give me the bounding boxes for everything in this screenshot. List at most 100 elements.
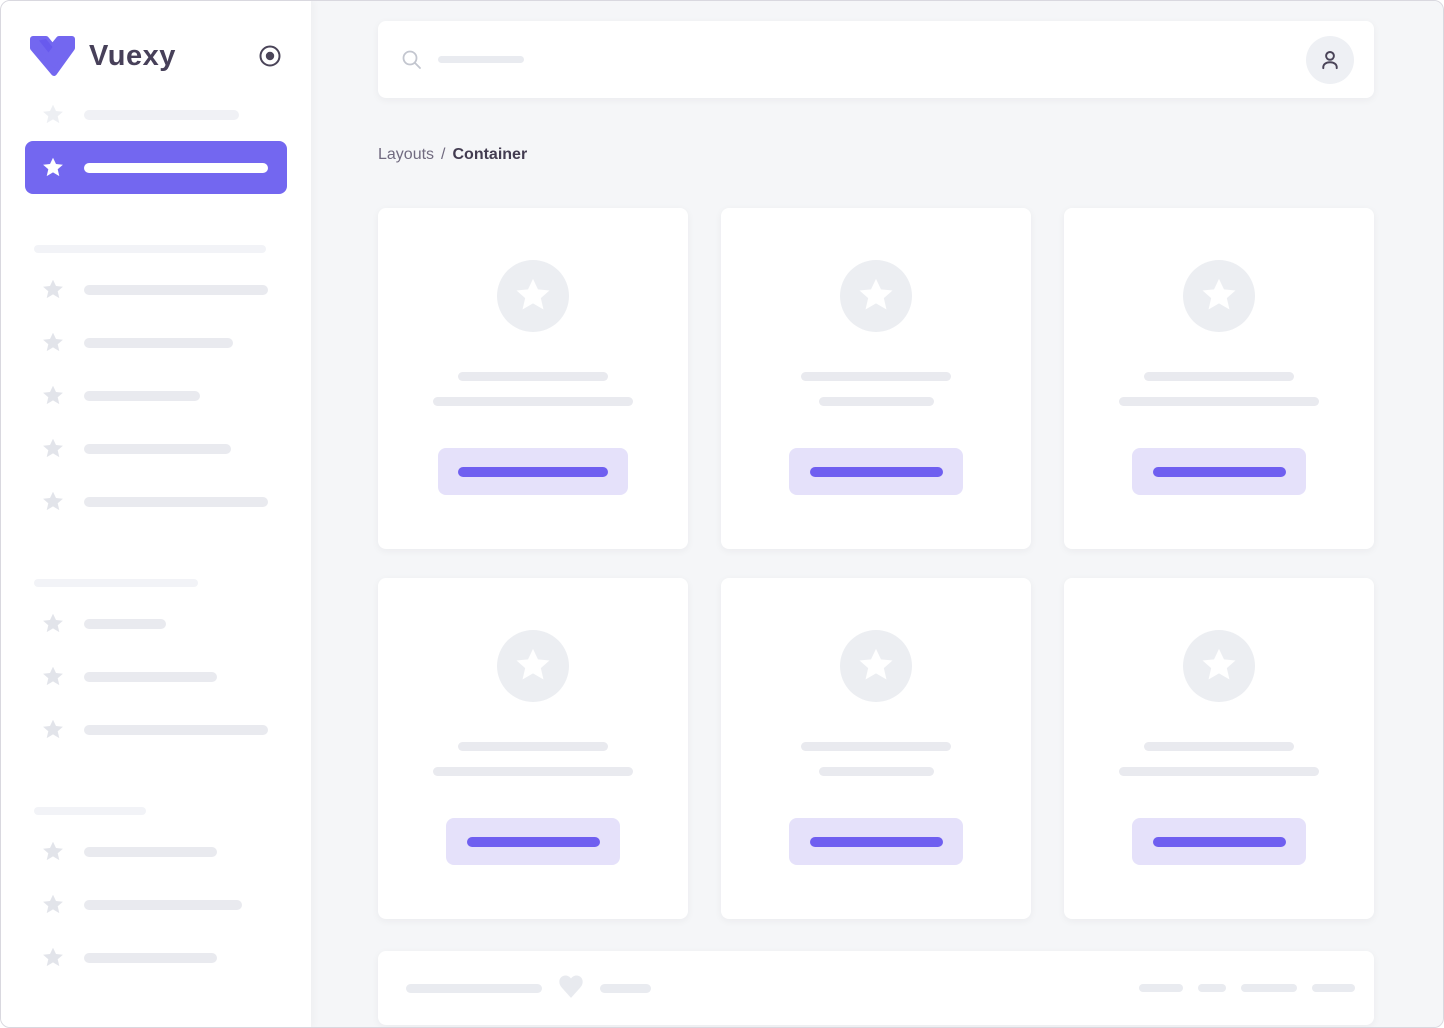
sidebar-item[interactable] xyxy=(25,263,287,316)
brand[interactable]: Vuexy xyxy=(29,35,176,77)
card-title-skeleton xyxy=(1144,372,1294,381)
button-label-skeleton xyxy=(466,836,600,847)
star-icon xyxy=(41,946,65,970)
card-subtitle-skeleton xyxy=(1119,767,1319,776)
star-avatar xyxy=(1183,630,1255,702)
button-label-skeleton xyxy=(809,836,943,847)
footer-card xyxy=(378,951,1374,1025)
search-icon xyxy=(402,50,421,69)
placeholder-card xyxy=(378,208,688,549)
nav-label-skeleton xyxy=(84,671,217,682)
card-title-skeleton xyxy=(801,742,951,751)
star-icon xyxy=(41,103,65,127)
star-icon xyxy=(41,665,65,689)
breadcrumb: Layouts / Container xyxy=(378,144,1374,166)
sidebar-item[interactable] xyxy=(25,369,287,422)
card-title-skeleton xyxy=(458,742,608,751)
sidebar-item[interactable] xyxy=(25,650,287,703)
card-subtitle-skeleton xyxy=(433,397,633,406)
sidebar-section-header xyxy=(25,574,287,592)
nav-label-skeleton xyxy=(84,337,233,348)
sidebar-item[interactable] xyxy=(25,316,287,369)
button-placeholder[interactable] xyxy=(446,818,620,865)
placeholder-card xyxy=(721,208,1031,549)
nav-label-skeleton xyxy=(84,899,242,910)
footer-text-skeleton xyxy=(600,983,651,993)
sidebar-nav xyxy=(1,88,311,984)
star-avatar xyxy=(840,630,912,702)
sidebar-item[interactable] xyxy=(25,88,287,141)
topbar xyxy=(378,21,1374,98)
placeholder-card xyxy=(721,578,1031,919)
footer-link-skeleton xyxy=(1139,984,1183,992)
button-placeholder[interactable] xyxy=(438,448,628,495)
sidebar-item[interactable] xyxy=(25,703,287,756)
sidebar-item[interactable] xyxy=(25,597,287,650)
search-input[interactable] xyxy=(401,49,1306,70)
button-placeholder[interactable] xyxy=(1132,448,1306,495)
placeholder-card xyxy=(1064,208,1374,549)
star-icon xyxy=(41,331,65,355)
sidebar: Vuexy xyxy=(1,1,311,1027)
nav-label-skeleton xyxy=(84,618,166,629)
star-icon xyxy=(41,490,65,514)
avatar[interactable] xyxy=(1306,35,1354,84)
breadcrumb-page: Container xyxy=(452,146,528,163)
sidebar-logo-row: Vuexy xyxy=(1,1,311,77)
nav-label-skeleton xyxy=(84,724,268,735)
star-icon xyxy=(41,437,65,461)
button-placeholder[interactable] xyxy=(789,448,963,495)
button-placeholder[interactable] xyxy=(789,818,963,865)
footer-link-skeleton xyxy=(1198,984,1226,992)
sidebar-item[interactable] xyxy=(25,141,287,194)
nav-label-skeleton xyxy=(84,443,231,454)
star-icon xyxy=(41,612,65,636)
nav-label-skeleton xyxy=(84,496,268,507)
sidebar-item[interactable] xyxy=(25,475,287,528)
sidebar-item[interactable] xyxy=(25,825,287,878)
user-icon xyxy=(1322,50,1338,69)
nav-label-skeleton xyxy=(84,390,200,401)
button-label-skeleton xyxy=(458,466,608,477)
card-subtitle-skeleton xyxy=(818,767,934,776)
vuexy-v-icon xyxy=(30,36,75,76)
footer-left xyxy=(406,973,651,1004)
placeholder-card xyxy=(378,578,688,919)
search-placeholder-skeleton xyxy=(438,56,524,63)
nav-label-skeleton xyxy=(84,846,217,857)
brand-name: Vuexy xyxy=(89,39,176,72)
breadcrumb-section[interactable]: Layouts xyxy=(378,146,435,163)
star-avatar xyxy=(1183,260,1255,332)
star-avatar xyxy=(497,260,569,332)
record-circle-icon[interactable] xyxy=(257,43,283,69)
heart-icon xyxy=(557,973,585,1004)
button-label-skeleton xyxy=(1152,836,1286,847)
star-icon xyxy=(41,384,65,408)
star-avatar xyxy=(497,630,569,702)
sidebar-item[interactable] xyxy=(25,878,287,931)
star-avatar xyxy=(840,260,912,332)
star-icon xyxy=(41,893,65,917)
sidebar-section-header xyxy=(25,240,287,258)
nav-label-skeleton xyxy=(84,284,268,295)
sidebar-section-header xyxy=(25,802,287,820)
footer-links xyxy=(1139,984,1355,992)
card-title-skeleton xyxy=(801,372,951,381)
card-title-skeleton xyxy=(458,372,608,381)
sidebar-item[interactable] xyxy=(25,931,287,984)
footer-link-skeleton xyxy=(1241,984,1297,992)
button-label-skeleton xyxy=(1152,466,1286,477)
card-subtitle-skeleton xyxy=(818,397,934,406)
nav-label-skeleton xyxy=(84,109,239,120)
star-icon xyxy=(41,840,65,864)
footer-text-skeleton xyxy=(406,983,542,993)
button-label-skeleton xyxy=(809,466,943,477)
sidebar-item[interactable] xyxy=(25,422,287,475)
breadcrumb-separator: / xyxy=(441,146,446,163)
main-content: Layouts / Container xyxy=(311,1,1443,1027)
card-title-skeleton xyxy=(1144,742,1294,751)
button-placeholder[interactable] xyxy=(1132,818,1306,865)
star-icon xyxy=(41,718,65,742)
nav-label-skeleton xyxy=(84,162,268,173)
